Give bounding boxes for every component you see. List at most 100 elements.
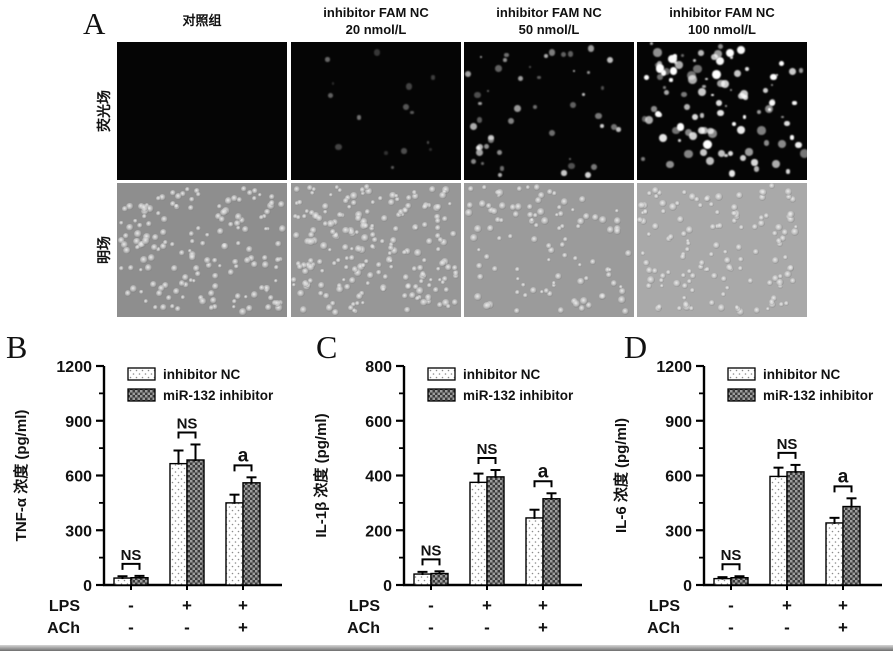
- brightfield-cell: [685, 241, 692, 247]
- brightfield-cell: [188, 248, 193, 253]
- chart-tnf-alpha: B 0 300 600 900 1200 TNF-α 浓度 (pg/ml) NS NS a inhi…: [6, 330, 282, 637]
- fluorescent-cell-dot: [751, 159, 758, 166]
- brightfield-cell: [668, 202, 677, 211]
- brightfield-cell: [124, 290, 131, 297]
- fluorescent-cell-dot: [499, 165, 505, 171]
- factor-value: -: [128, 618, 134, 637]
- brightfield-cell: [268, 199, 276, 207]
- brightfield-cell: [336, 211, 344, 219]
- fluorescent-cell-dot: [650, 42, 654, 46]
- brightfield-image-50nmol: [464, 183, 634, 317]
- y-ticks: 0 300 600 900 1200: [656, 359, 704, 595]
- brightfield-cell: [604, 266, 611, 273]
- brightfield-cell: [307, 238, 316, 246]
- brightfield-cell: [330, 300, 336, 307]
- brightfield-cell: [208, 305, 214, 311]
- brightfield-cell: [133, 238, 141, 246]
- brightfield-cell: [675, 200, 681, 206]
- fluorescent-cell-dot: [498, 172, 503, 177]
- brightfield-cell: [169, 303, 175, 309]
- brightfield-cell: [778, 302, 784, 308]
- brightfield-cell: [351, 199, 357, 206]
- brightfield-cell: [318, 282, 325, 289]
- brightfield-cell: [354, 300, 361, 307]
- fluorescent-cell-dot: [653, 48, 662, 57]
- brightfield-cell: [737, 266, 743, 272]
- brightfield-cell: [442, 298, 450, 307]
- brightfield-cell: [246, 245, 254, 253]
- bars: NS NS a: [113, 415, 261, 590]
- brightfield-cell: [250, 291, 259, 300]
- brightfield-cell: [328, 192, 334, 198]
- brightfield-cell: [294, 201, 300, 206]
- brightfield-cell: [578, 195, 587, 204]
- column-header-line: inhibitor FAM NC: [496, 4, 602, 20]
- brightfield-cell: [694, 196, 700, 203]
- brightfield-cell: [437, 277, 443, 283]
- brightfield-cell: [307, 278, 314, 284]
- y-tick-label: 300: [65, 523, 92, 540]
- brightfield-cell: [717, 223, 723, 229]
- brightfield-cell: [615, 209, 620, 214]
- brightfield-cell: [440, 238, 448, 246]
- fluorescent-cell-dot: [391, 166, 394, 169]
- brightfield-cell: [264, 303, 273, 311]
- brightfield-cell: [476, 263, 483, 270]
- fluorescent-cell-dot: [799, 149, 807, 159]
- fluorescent-cell-dot: [700, 149, 707, 156]
- brightfield-cell: [347, 305, 354, 312]
- brightfield-cell: [181, 295, 186, 300]
- brightfield-cell: [766, 306, 771, 311]
- fluorescent-cell-dot: [600, 86, 605, 90]
- brightfield-cell: [515, 267, 521, 273]
- brightfield-cell: [182, 281, 189, 288]
- fluorescent-cell-dot: [714, 50, 722, 58]
- brightfield-cell: [170, 242, 175, 248]
- brightfield-cell: [483, 253, 491, 261]
- fluorescent-cell-dot: [328, 92, 334, 98]
- significance-label: a: [838, 466, 849, 487]
- brightfield-cell: [784, 270, 792, 279]
- brightfield-cell: [347, 204, 352, 210]
- brightfield-cell: [174, 203, 179, 209]
- brightfield-cell: [137, 222, 144, 229]
- brightfield-cell: [478, 200, 487, 208]
- brightfield-cell: [643, 259, 650, 267]
- brightfield-cell: [354, 215, 363, 223]
- brightfield-cell: [708, 251, 714, 257]
- fluorescent-cell-dot: [483, 143, 489, 149]
- column-header-line: 100 nmol/L: [688, 21, 756, 37]
- brightfield-cell: [576, 277, 585, 286]
- brightfield-cell: [329, 228, 337, 236]
- brightfield-cell: [645, 266, 653, 274]
- bar-inhibitor-nc: [525, 517, 544, 586]
- brightfield-cell: [389, 242, 395, 248]
- brightfield-cell: [465, 209, 473, 217]
- brightfield-cell: [736, 308, 745, 316]
- brightfield-cell: [274, 264, 280, 271]
- brightfield-cell: [364, 209, 371, 215]
- brightfield-cell: [699, 260, 706, 267]
- brightfield-cell: [708, 202, 714, 208]
- fluorescent-cell-dot: [373, 49, 381, 57]
- fluorescent-cell-dot: [464, 70, 471, 77]
- brightfield-cell: [367, 272, 375, 279]
- brightfield-cell: [436, 267, 441, 272]
- fluorescent-cell-dot: [426, 141, 430, 144]
- brightfield-cell: [344, 283, 351, 291]
- legend-label: inhibitor NC: [463, 367, 540, 382]
- factor-value: +: [238, 618, 248, 637]
- brightfield-cell: [486, 224, 494, 232]
- fluorescent-cell-dot: [497, 150, 503, 156]
- brightfield-cell: [679, 253, 686, 260]
- brightfield-cell: [134, 229, 143, 238]
- brightfield-cell: [238, 307, 247, 316]
- fluorescent-cell-dot: [567, 51, 574, 58]
- brightfield-cell: [485, 203, 492, 210]
- legend-swatch: [427, 367, 456, 381]
- brightfield-cell: [481, 184, 487, 190]
- brightfield-cell: [422, 258, 428, 264]
- brightfield-cell: [388, 258, 393, 263]
- brightfield-cell: [221, 242, 229, 250]
- brightfield-cell: [539, 289, 545, 295]
